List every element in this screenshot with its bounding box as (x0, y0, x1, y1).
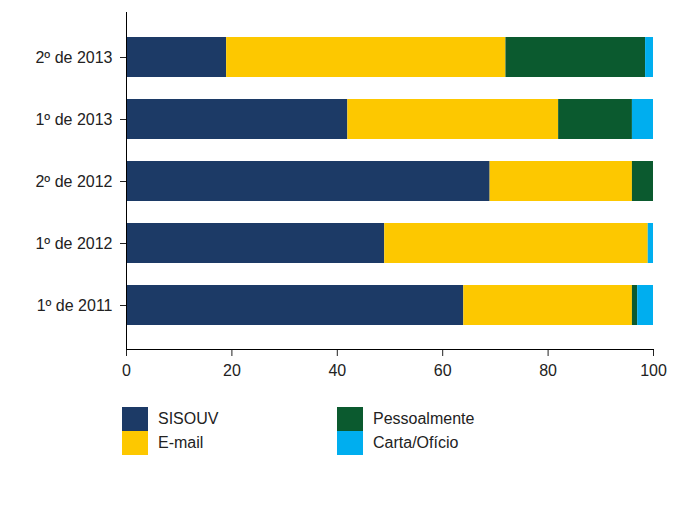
html-text:Carta/Ofício: Carta/Ofício (373, 434, 459, 451)
svg-text:1º de 2013: 1º de 2013 (35, 111, 112, 128)
svg-text:0: 0 (122, 362, 131, 379)
html-text:SISOUV: SISOUV (158, 410, 219, 427)
svg-text:20: 20 (223, 362, 241, 379)
html-text:Pessoalmente: Pessoalmente (373, 410, 475, 427)
svg-text:80: 80 (539, 362, 557, 379)
svg-text:40: 40 (328, 362, 346, 379)
svg-text:2º de 2012: 2º de 2012 (35, 173, 112, 190)
svg-text:60: 60 (434, 362, 452, 379)
svg-text:2º de 2013: 2º de 2013 (35, 49, 112, 66)
svg-text:100: 100 (640, 362, 667, 379)
svg-text:1º de 2011: 1º de 2011 (37, 297, 113, 314)
svg-text:1º de 2012: 1º de 2012 (35, 235, 112, 252)
html-text:E-mail: E-mail (158, 434, 204, 451)
